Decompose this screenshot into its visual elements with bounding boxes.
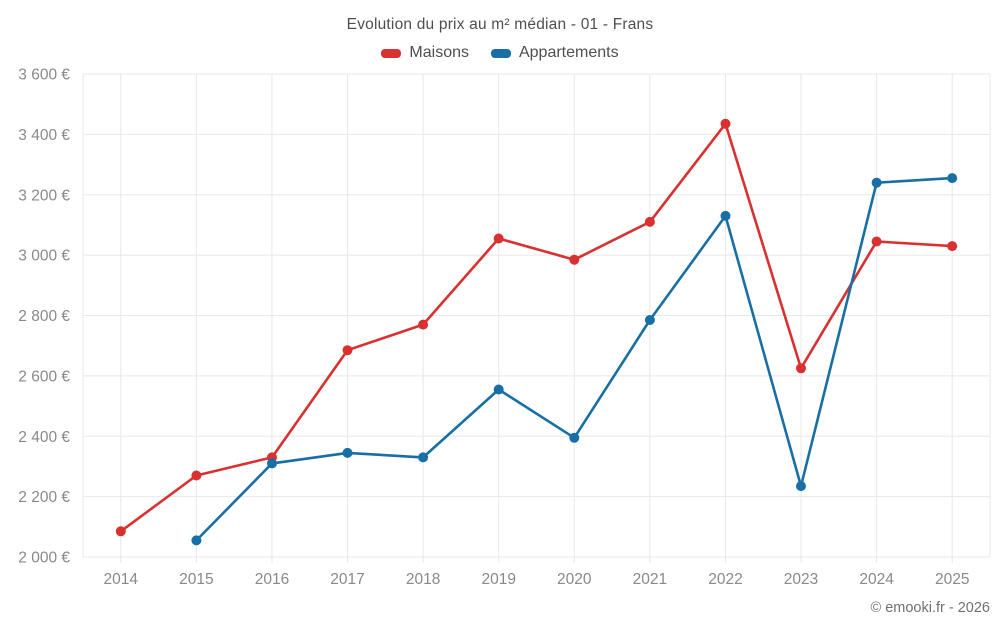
y-axis-tick-label: 2 800 € <box>18 308 70 325</box>
legend-label-appartements: Appartements <box>518 44 619 61</box>
data-point-appartements-2020[interactable] <box>569 432 580 443</box>
data-point-maisons-2021[interactable] <box>644 216 655 227</box>
chart-legend: Maisons Appartements <box>0 44 1000 62</box>
x-axis-tick-label: 2016 <box>255 571 289 588</box>
y-axis-tick-label: 3 400 € <box>18 127 70 144</box>
series-line-maisons <box>119 122 954 533</box>
legend-label-maisons: Maisons <box>409 44 469 61</box>
data-point-maisons-2015[interactable] <box>191 470 202 481</box>
data-point-maisons-2018[interactable] <box>418 319 429 330</box>
data-point-appartements-2022[interactable] <box>720 210 731 221</box>
x-axis-tick-label: 2020 <box>557 571 592 588</box>
x-axis-tick-label: 2014 <box>104 571 139 588</box>
data-point-maisons-2022[interactable] <box>720 118 731 129</box>
y-axis-tick-label: 2 600 € <box>18 368 70 385</box>
data-point-maisons-2020[interactable] <box>569 254 580 265</box>
data-point-appartements-2021[interactable] <box>644 315 655 325</box>
data-point-appartements-2024[interactable] <box>871 177 882 188</box>
legend-item-maisons[interactable]: Maisons <box>381 44 469 62</box>
y-axis-tick-label: 3 000 € <box>18 248 70 265</box>
y-axis-tick-label: 2 000 € <box>18 550 70 567</box>
data-point-appartements-2017[interactable] <box>342 447 353 458</box>
x-axis-tick-label: 2023 <box>784 571 818 588</box>
data-point-maisons-2019[interactable] <box>493 233 504 244</box>
x-axis-tick-label: 2024 <box>859 571 894 588</box>
data-point-appartements-2023[interactable] <box>796 481 806 492</box>
data-point-maisons-2023[interactable] <box>796 363 806 374</box>
data-point-appartements-2019[interactable] <box>493 384 504 395</box>
legend-item-appartements[interactable]: Appartements <box>490 44 619 62</box>
chart-title: Evolution du prix au m² médian - 01 - Fr… <box>346 16 654 33</box>
x-axis-tick-label: 2022 <box>708 571 742 588</box>
x-axis-tick-label: 2021 <box>633 571 667 588</box>
copyright-notice: © emooki.fr - 2026 <box>870 600 990 616</box>
data-point-maisons-2014[interactable] <box>115 526 126 537</box>
data-point-appartements-2015[interactable] <box>191 535 202 546</box>
data-point-maisons-2025[interactable] <box>947 241 958 252</box>
y-axis-tick-label: 3 600 € <box>18 67 70 84</box>
x-axis-tick-label: 2019 <box>481 571 515 588</box>
data-point-maisons-2017[interactable] <box>342 345 353 356</box>
y-axis-tick-label: 3 200 € <box>18 187 70 204</box>
x-axis-tick-label: 2015 <box>179 571 213 588</box>
data-point-appartements-2018[interactable] <box>418 452 429 463</box>
x-axis-tick-label: 2017 <box>330 571 364 588</box>
x-axis-tick-label: 2018 <box>406 571 440 588</box>
data-point-appartements-2016[interactable] <box>267 458 277 469</box>
data-point-maisons-2024[interactable] <box>871 236 882 247</box>
maisons-swatch-icon <box>381 48 402 58</box>
x-axis-tick-label: 2025 <box>935 571 969 588</box>
data-point-appartements-2025[interactable] <box>947 173 958 184</box>
y-axis-tick-label: 2 400 € <box>18 429 70 446</box>
appartements-swatch-icon <box>490 48 511 58</box>
y-axis-tick-label: 2 200 € <box>18 489 70 506</box>
